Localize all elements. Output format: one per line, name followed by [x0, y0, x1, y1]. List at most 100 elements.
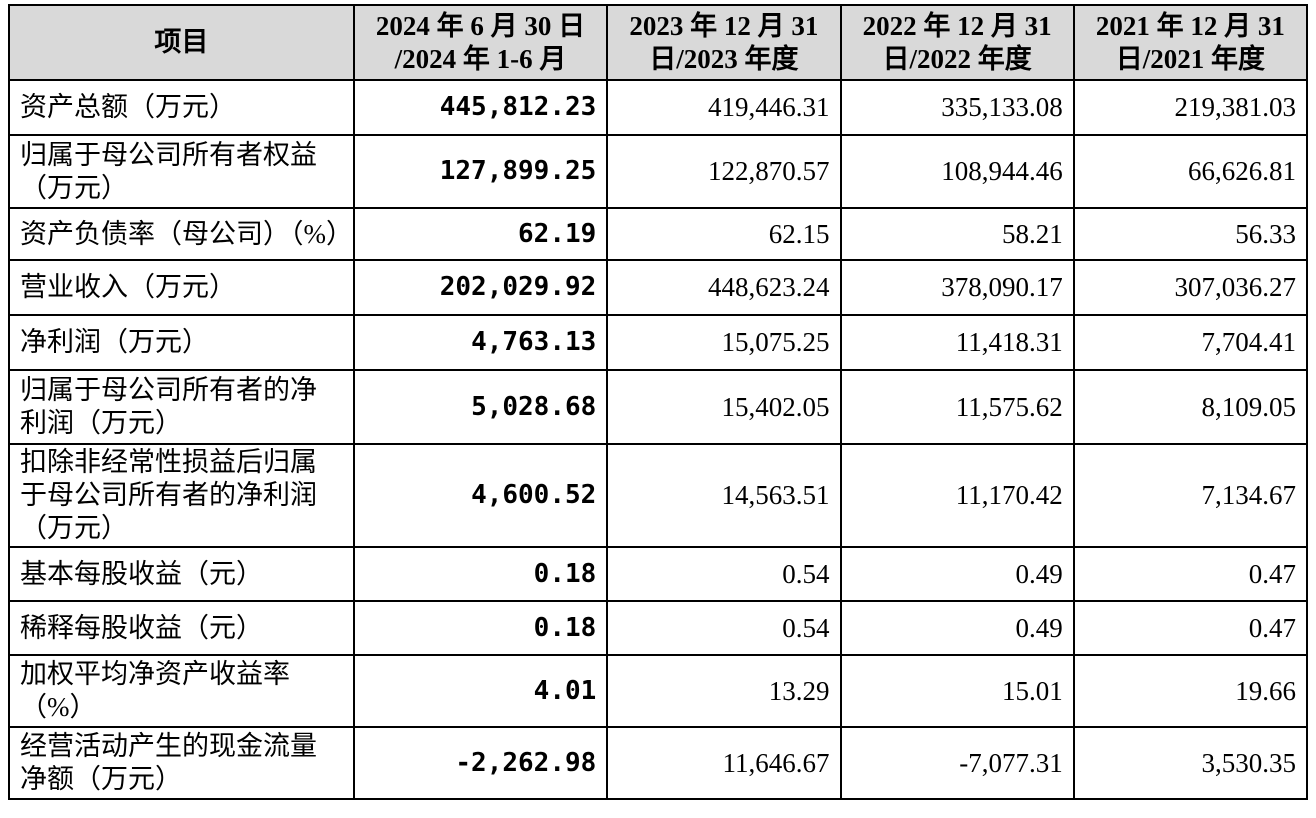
cell-2023: 0.54	[606, 546, 842, 602]
cell-2024h1: 4,600.52	[352, 443, 609, 548]
row-label: 资产总额（万元）	[8, 79, 355, 136]
row-label: 稀释每股收益（元）	[8, 600, 355, 656]
row-label-line: 加权平均净资产收益率	[20, 659, 290, 689]
row-label-line: （%）	[20, 692, 97, 722]
cell-2024h1: 62.19	[352, 207, 609, 261]
row-label-line: 归属于母公司所有者的净	[20, 375, 317, 405]
cell-2023: 448,623.24	[606, 259, 842, 316]
header-line-2: 日/2022 年度	[882, 43, 1032, 74]
table-row: 稀释每股收益（元） 0.18 0.54 0.49 0.47	[8, 600, 1309, 656]
cell-2023: 15,075.25	[606, 314, 842, 371]
header-line-2: 日/2023 年度	[649, 43, 799, 74]
cell-2022: 335,133.08	[839, 79, 1075, 136]
table-row: 归属于母公司所有者权益 （万元） 127,899.25 122,870.57 108,9…	[8, 134, 1309, 209]
cell-2023: 0.54	[606, 600, 842, 656]
row-label: 营业收入（万元）	[8, 259, 355, 316]
cell-2024h1: 4,763.13	[352, 314, 609, 371]
cell-2021: 219,381.03	[1072, 79, 1309, 136]
header-line-1: 2024 年 6 月 30 日	[375, 10, 586, 41]
table-row: 资产负债率（母公司）（%） 62.19 62.15 58.21 56.33	[8, 207, 1309, 261]
table-row: 营业收入（万元） 202,029.92 448,623.24 378,090.17 30…	[8, 259, 1309, 316]
cell-2024h1: 4.01	[352, 654, 609, 728]
header-period-2024h1: 2024 年 6 月 30 日 /2024 年 1-6 月	[352, 4, 609, 81]
cell-2023: 62.15	[606, 207, 842, 261]
cell-2022: 378,090.17	[839, 259, 1075, 316]
row-label-line: 扣除非经常性损益后归属	[20, 447, 317, 477]
row-label-line: 净利润（万元）	[20, 327, 209, 357]
financial-summary-table: 项目 2024 年 6 月 30 日 /2024 年 1-6 月 2023 年 …	[8, 4, 1309, 800]
cell-2021: 307,036.27	[1072, 259, 1309, 316]
table-header-row: 项目 2024 年 6 月 30 日 /2024 年 1-6 月 2023 年 …	[8, 4, 1309, 81]
row-label-line: 净额（万元）	[20, 764, 182, 794]
table-row: 资产总额（万元） 445,812.23 419,446.31 335,133.08 21…	[8, 79, 1309, 136]
row-label: 加权平均净资产收益率 （%）	[8, 654, 355, 728]
row-label-line: 营业收入（万元）	[20, 272, 236, 302]
cell-2023: 14,563.51	[606, 443, 842, 548]
header-period-2023: 2023 年 12 月 31 日/2023 年度	[606, 4, 842, 81]
row-label: 资产负债率（母公司）（%）	[8, 207, 355, 261]
row-label-line: （万元）	[20, 513, 128, 543]
cell-2022: -7,077.31	[839, 726, 1075, 800]
cell-2023: 122,870.57	[606, 134, 842, 209]
row-label-line: 资产总额（万元）	[20, 92, 236, 122]
cell-2024h1: 0.18	[352, 546, 609, 602]
row-label-line: 资产负债率（母公司）（%）	[20, 218, 353, 249]
cell-2022: 0.49	[839, 546, 1075, 602]
table-row: 归属于母公司所有者的净 利润（万元） 5,028.68 15,402.05 11,575…	[8, 369, 1309, 445]
cell-2022: 11,170.42	[839, 443, 1075, 548]
cell-2021: 7,704.41	[1072, 314, 1309, 371]
table-row: 加权平均净资产收益率 （%） 4.01 13.29 15.01 19.66	[8, 654, 1309, 728]
cell-2022: 15.01	[839, 654, 1075, 728]
row-label-line: 利润（万元）	[20, 408, 182, 438]
cell-2021: 56.33	[1072, 207, 1309, 261]
cell-2023: 13.29	[606, 654, 842, 728]
row-label: 扣除非经常性损益后归属 于母公司所有者的净利润 （万元）	[8, 443, 355, 548]
cell-2024h1: 445,812.23	[352, 79, 609, 136]
row-label: 归属于母公司所有者的净 利润（万元）	[8, 369, 355, 445]
header-line-2: /2024 年 1-6 月	[394, 43, 567, 74]
cell-2021: 8,109.05	[1072, 369, 1309, 445]
cell-2021: 66,626.81	[1072, 134, 1309, 209]
cell-2024h1: -2,262.98	[352, 726, 609, 800]
cell-2024h1: 202,029.92	[352, 259, 609, 316]
header-line-1: 2021 年 12 月 31	[1095, 10, 1285, 41]
cell-2021: 0.47	[1072, 600, 1309, 656]
header-period-2021: 2021 年 12 月 31 日/2021 年度	[1072, 4, 1309, 81]
header-period-2022: 2022 年 12 月 31 日/2022 年度	[839, 4, 1075, 81]
header-item-label: 项目	[154, 27, 209, 57]
row-label: 净利润（万元）	[8, 314, 355, 371]
cell-2023: 419,446.31	[606, 79, 842, 136]
table-row: 基本每股收益（元） 0.18 0.54 0.49 0.47	[8, 546, 1309, 602]
cell-2022: 108,944.46	[839, 134, 1075, 209]
cell-2023: 11,646.67	[606, 726, 842, 800]
header-line-1: 2022 年 12 月 31	[862, 10, 1052, 41]
row-label-line: 稀释每股收益（元）	[20, 612, 263, 643]
row-label-line: 经营活动产生的现金流量	[20, 731, 317, 761]
cell-2021: 19.66	[1072, 654, 1309, 728]
cell-2021: 3,530.35	[1072, 726, 1309, 800]
row-label: 经营活动产生的现金流量 净额（万元）	[8, 726, 355, 800]
cell-2022: 58.21	[839, 207, 1075, 261]
row-label-line: （万元）	[20, 172, 128, 203]
cell-2021: 7,134.67	[1072, 443, 1309, 548]
cell-2022: 0.49	[839, 600, 1075, 656]
cell-2024h1: 127,899.25	[352, 134, 609, 209]
header-line-2: 日/2021 年度	[1115, 43, 1266, 74]
table-body: 资产总额（万元） 445,812.23 419,446.31 335,133.08 21…	[8, 79, 1309, 800]
cell-2022: 11,418.31	[839, 314, 1075, 371]
row-label: 基本每股收益（元）	[8, 546, 355, 602]
table-row: 经营活动产生的现金流量 净额（万元） -2,262.98 11,646.67 -7,07…	[8, 726, 1309, 800]
cell-2024h1: 0.18	[352, 600, 609, 656]
row-label: 归属于母公司所有者权益 （万元）	[8, 134, 355, 209]
cell-2021: 0.47	[1072, 546, 1309, 602]
header-item: 项目	[8, 4, 355, 81]
cell-2022: 11,575.62	[839, 369, 1075, 445]
row-label-line: 归属于母公司所有者权益	[20, 139, 317, 170]
cell-2024h1: 5,028.68	[352, 369, 609, 445]
cell-2023: 15,402.05	[606, 369, 842, 445]
header-line-1: 2023 年 12 月 31	[629, 10, 819, 41]
row-label-line: 于母公司所有者的净利润	[20, 480, 317, 510]
table-row: 净利润（万元） 4,763.13 15,075.25 11,418.31 7,704.4…	[8, 314, 1309, 371]
financial-summary-table-container: 项目 2024 年 6 月 30 日 /2024 年 1-6 月 2023 年 …	[8, 4, 1309, 800]
row-label-line: 基本每股收益（元）	[20, 558, 263, 589]
